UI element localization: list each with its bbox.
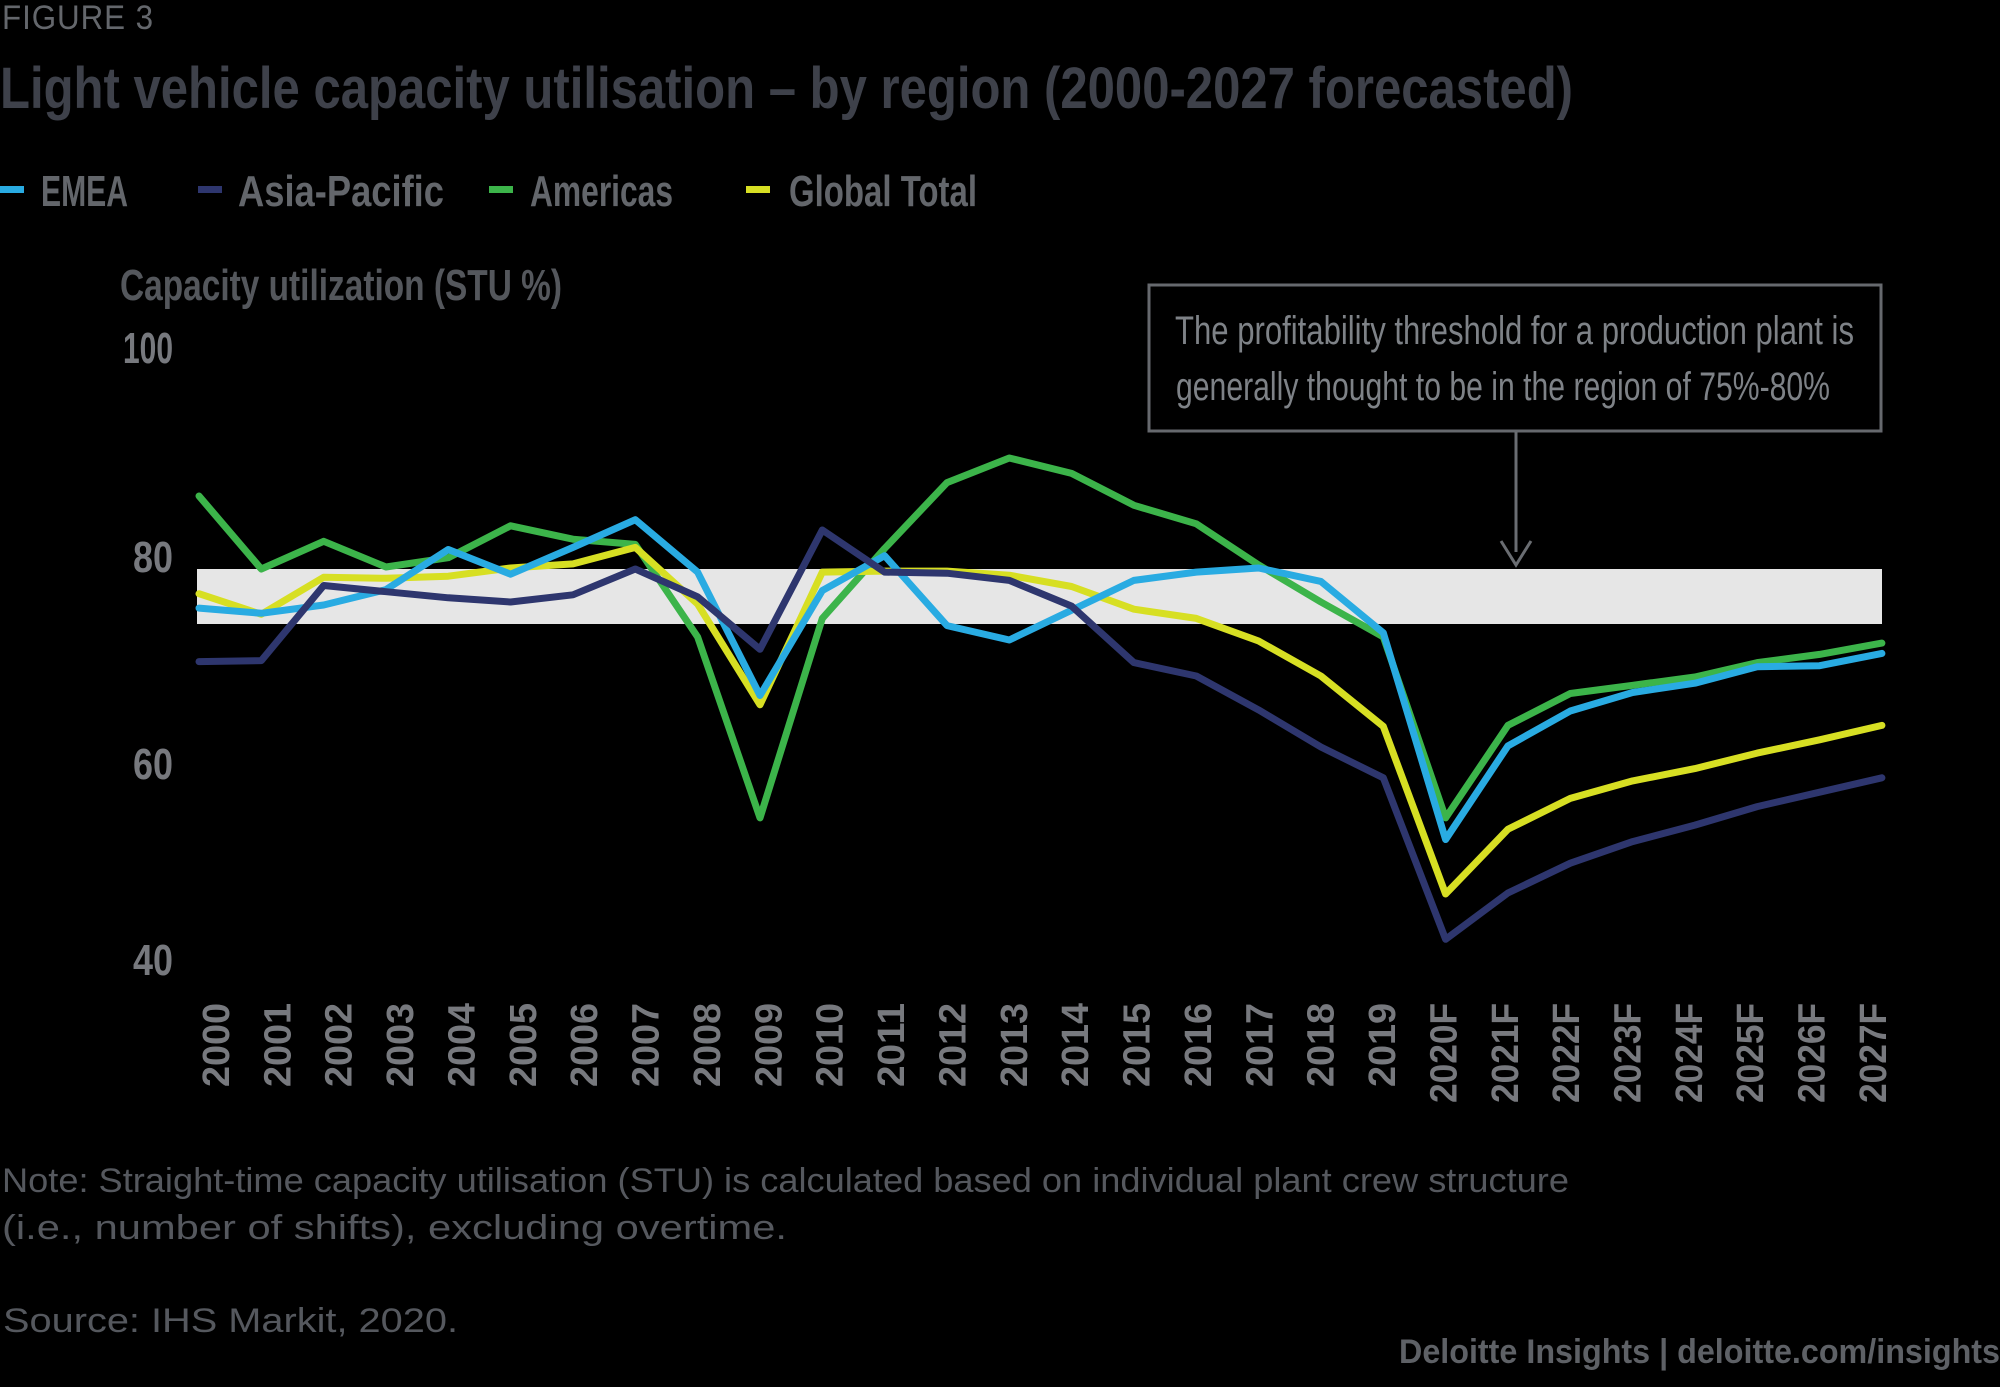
svg-text:Note: Straight-time capacity u: Note: Straight-time capacity utilisation… (2, 1162, 1569, 1200)
svg-text:60: 60 (133, 740, 173, 789)
svg-text:2013: 2013 (994, 1003, 1036, 1087)
svg-text:2023F: 2023F (1608, 1003, 1650, 1103)
svg-text:100: 100 (123, 324, 173, 373)
svg-text:2012: 2012 (932, 1003, 974, 1087)
svg-text:2003: 2003 (380, 1003, 422, 1087)
svg-text:2007: 2007 (626, 1003, 668, 1087)
svg-text:2015: 2015 (1117, 1003, 1159, 1087)
svg-text:80: 80 (133, 533, 173, 582)
svg-text:2004: 2004 (442, 1003, 484, 1087)
svg-text:EMEA: EMEA (41, 167, 128, 216)
svg-text:Americas: Americas (530, 167, 673, 216)
svg-text:Source: IHS Markit, 2020.: Source: IHS Markit, 2020. (3, 1302, 458, 1340)
svg-text:2020F: 2020F (1423, 1003, 1465, 1103)
svg-text:40: 40 (133, 936, 173, 985)
svg-text:2022F: 2022F (1546, 1003, 1588, 1103)
svg-text:generally thought to be in the: generally thought to be in the region of… (1176, 365, 1830, 409)
svg-text:2006: 2006 (564, 1003, 606, 1087)
svg-text:2025F: 2025F (1730, 1003, 1772, 1103)
svg-text:2001: 2001 (257, 1003, 299, 1087)
svg-text:2008: 2008 (687, 1003, 729, 1087)
svg-text:2027F: 2027F (1853, 1003, 1895, 1103)
svg-text:Light vehicle capacity utilisa: Light vehicle capacity utilisation – by … (0, 56, 1573, 121)
svg-text:2018: 2018 (1301, 1003, 1343, 1087)
svg-text:FIGURE 3: FIGURE 3 (2, 0, 154, 37)
svg-text:2014: 2014 (1055, 1003, 1097, 1087)
svg-text:2024F: 2024F (1669, 1003, 1711, 1103)
svg-text:Asia-Pacific: Asia-Pacific (238, 167, 444, 216)
svg-text:2026F: 2026F (1792, 1003, 1834, 1103)
svg-text:2002: 2002 (319, 1003, 361, 1087)
svg-text:2016: 2016 (1178, 1003, 1220, 1087)
svg-text:Capacity utilization (STU %): Capacity utilization (STU %) (120, 261, 562, 310)
svg-text:(i.e., number of shifts), excl: (i.e., number of shifts), excluding over… (2, 1209, 787, 1247)
svg-text:2005: 2005 (503, 1003, 545, 1087)
svg-text:Global Total: Global Total (789, 167, 977, 216)
svg-text:2009: 2009 (748, 1003, 790, 1087)
svg-text:2000: 2000 (196, 1003, 238, 1087)
svg-text:Deloitte Insights | deloitte.c: Deloitte Insights | deloitte.com/insight… (1399, 1333, 2000, 1371)
svg-text:2010: 2010 (810, 1003, 852, 1087)
svg-text:2021F: 2021F (1485, 1003, 1527, 1103)
svg-text:The profitability threshold fo: The profitability threshold for a produc… (1175, 309, 1854, 353)
svg-text:2011: 2011 (871, 1003, 913, 1087)
svg-text:2017: 2017 (1239, 1003, 1281, 1087)
svg-text:2019: 2019 (1362, 1003, 1404, 1087)
